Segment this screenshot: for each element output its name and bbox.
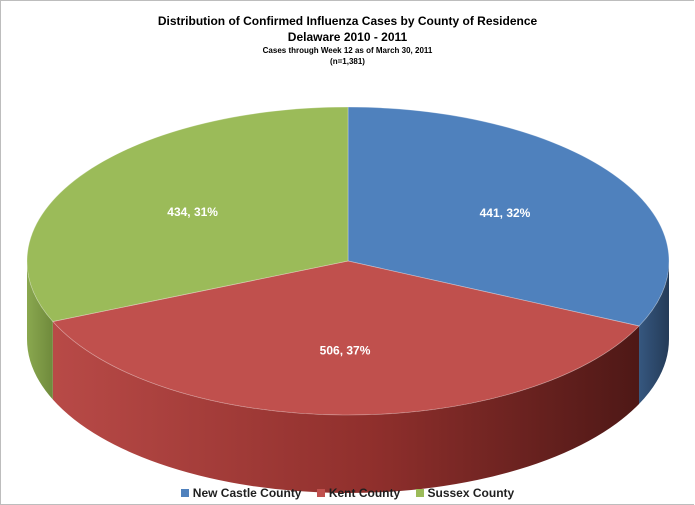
legend-label: Kent County — [328, 486, 401, 500]
pie-side-kent — [52, 321, 640, 494]
chart-subtitle: Delaware 2010 - 2011 — [287, 30, 408, 44]
legend: New Castle County Kent County Sussex Cou… — [0, 486, 695, 500]
chart-note: Cases through Week 12 as of March 30, 20… — [262, 46, 433, 55]
legend-item: Sussex County — [415, 486, 515, 500]
data-label-new-castle: 441, 32% — [480, 206, 531, 220]
legend-swatch-kent — [316, 489, 325, 497]
data-label-sussex: 434, 31% — [167, 205, 218, 219]
pie-depth — [27, 261, 669, 494]
pie-slice-sussex — [26, 106, 349, 322]
chart-titles: Distribution of Confirmed Influenza Case… — [0, 14, 695, 67]
pie-side-new-castle — [639, 261, 669, 404]
legend-label: Sussex County — [427, 486, 515, 500]
legend-swatch-sussex — [415, 489, 424, 497]
chart-title: Distribution of Confirmed Influenza Case… — [157, 14, 538, 28]
pie-side-sussex — [27, 261, 53, 400]
data-label-kent: 506, 37% — [320, 343, 371, 357]
legend-item: Kent County — [316, 486, 401, 500]
legend-item: New Castle County — [180, 486, 302, 500]
chart-total: (n=1,381) — [330, 57, 365, 66]
legend-label: New Castle County — [192, 486, 302, 500]
pie-slice-new-castle — [347, 106, 670, 327]
legend-swatch-new-castle — [180, 489, 189, 497]
pie-data-labels: 441, 32% 506, 37% 434, 31% — [167, 205, 530, 358]
pie-slices — [26, 106, 670, 416]
pie-slice-kent — [52, 260, 640, 416]
